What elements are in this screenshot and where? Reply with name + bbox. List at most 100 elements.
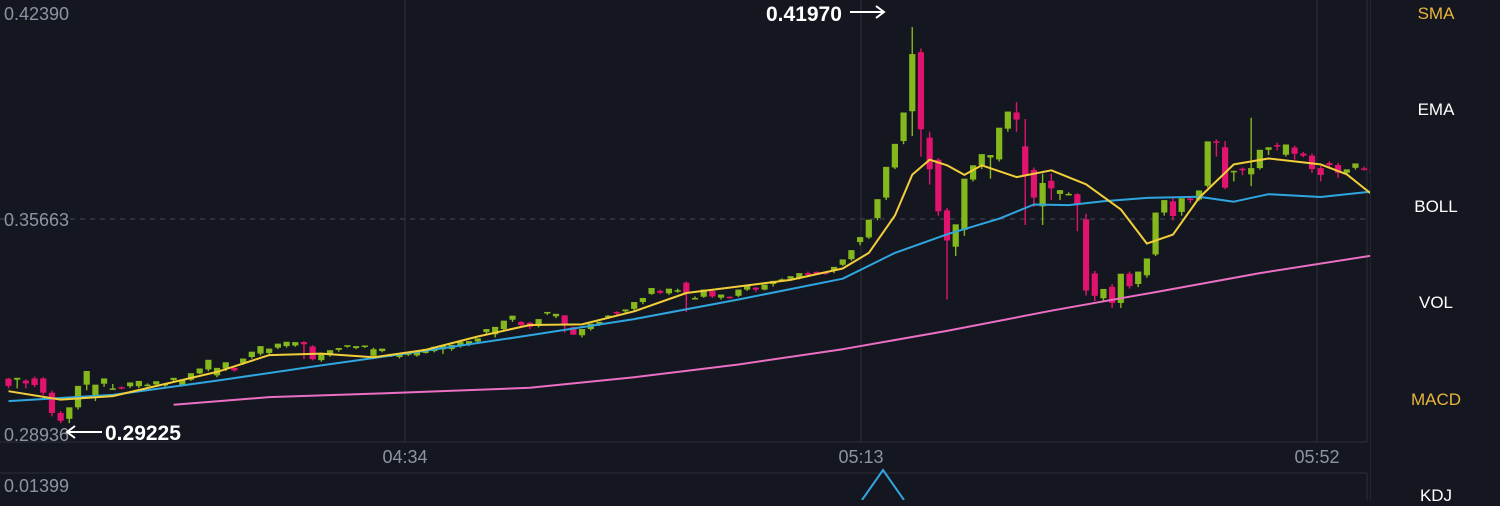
candle-body (718, 295, 724, 298)
candle-body (231, 368, 237, 370)
candle-body (761, 285, 767, 290)
candle-body (987, 155, 993, 157)
candle-body (1048, 181, 1054, 188)
candle-body (1300, 153, 1306, 155)
candle-body (874, 199, 880, 218)
candle-body (362, 346, 368, 348)
candle-body (857, 237, 863, 242)
candle-body (753, 288, 759, 290)
candle-body (631, 302, 637, 309)
candle-body (979, 154, 985, 165)
candle-body (970, 165, 976, 179)
candle-body (275, 344, 281, 348)
time-tick-2: 05:13 (838, 447, 883, 467)
candle-body (483, 329, 489, 332)
candle-body (118, 387, 124, 389)
candle-body (788, 276, 794, 278)
candle-body (101, 378, 107, 383)
candle-body (1100, 289, 1106, 298)
candle-body (518, 322, 524, 325)
indicator-sidebar: SMA EMA BOLL VOL MACD KDJ (1370, 0, 1500, 500)
candle-body (301, 342, 307, 344)
candle-body (266, 349, 272, 353)
candle-body (257, 346, 263, 353)
candle-body (805, 273, 811, 275)
candle-body (614, 312, 620, 314)
candle-body (144, 385, 150, 387)
time-tick-1: 04:34 (382, 447, 427, 467)
candle-body (648, 288, 654, 294)
candle-body (692, 298, 698, 300)
candle-body (1057, 190, 1063, 194)
candle-body (918, 52, 924, 129)
candle-body (657, 291, 663, 293)
indicator-boll-button[interactable]: BOLL (1371, 197, 1500, 217)
candle-body (171, 378, 177, 380)
candle-body (1326, 163, 1332, 165)
candle-body (727, 297, 733, 299)
chart-background (0, 0, 1370, 500)
price-chart[interactable]: 0.42390 0.35663 0.28936 04:34 05:13 05:5… (0, 0, 1370, 500)
candle-body (544, 312, 550, 314)
candle-body (622, 309, 628, 311)
candle-body (379, 349, 385, 351)
candle-body (840, 259, 846, 264)
candle-body (1352, 163, 1358, 167)
candle-body (579, 329, 585, 335)
candle-body (1274, 145, 1280, 147)
candle-body (31, 378, 37, 385)
candle-body (1361, 168, 1367, 170)
candle-body (14, 378, 20, 380)
indicator-macd-button[interactable]: MACD (1371, 390, 1500, 410)
candle-body (58, 413, 64, 421)
indicator-sma-button[interactable]: SMA (1371, 4, 1500, 24)
time-tick-3: 05:52 (1294, 447, 1339, 467)
candle-body (84, 371, 90, 385)
candle-body (640, 298, 646, 302)
candle-body (1022, 146, 1028, 175)
candle-body (1126, 274, 1132, 286)
candle-body (127, 382, 133, 386)
candle-body (1344, 169, 1350, 172)
candle-body (1005, 112, 1011, 129)
candle-body (153, 381, 159, 384)
candle-body (336, 348, 342, 350)
candle-body (892, 144, 898, 168)
candle-body (1152, 213, 1158, 255)
candle-body (5, 379, 11, 386)
candle-body (562, 315, 568, 324)
candle-body (666, 289, 672, 294)
candle-body (1013, 112, 1019, 119)
candle-body (23, 381, 29, 384)
candle-body (1213, 141, 1219, 143)
indicator-vol-button[interactable]: VOL (1371, 293, 1500, 313)
candle-body (40, 378, 46, 392)
candle-body (370, 349, 376, 356)
candle-body (205, 360, 211, 370)
candle-body (1092, 273, 1098, 295)
candle-body (1040, 183, 1046, 206)
candle-body (909, 54, 915, 111)
candle-body (1231, 171, 1237, 173)
candle-body (1170, 201, 1176, 216)
candle-body (866, 220, 872, 238)
candle-body (1205, 141, 1211, 185)
indicator-kdj-button[interactable]: KDJ (1371, 486, 1500, 506)
candle-body (1222, 147, 1228, 187)
candle-body (249, 352, 255, 357)
candle-body (1239, 169, 1245, 171)
candle-body (883, 167, 889, 198)
candle-body (1318, 168, 1324, 175)
candle-body (475, 338, 481, 341)
candle-body (509, 316, 515, 320)
candle-body (1248, 168, 1254, 174)
candle-body (553, 314, 559, 316)
candle-body (675, 290, 681, 292)
indicator-ema-button[interactable]: EMA (1371, 100, 1500, 120)
candle-body (136, 381, 142, 386)
highest-price-label: 0.41970 (766, 3, 842, 26)
candle-body (353, 346, 359, 348)
candle-body (1283, 144, 1289, 154)
price-tick-bottom: 0.28936 (4, 425, 69, 445)
